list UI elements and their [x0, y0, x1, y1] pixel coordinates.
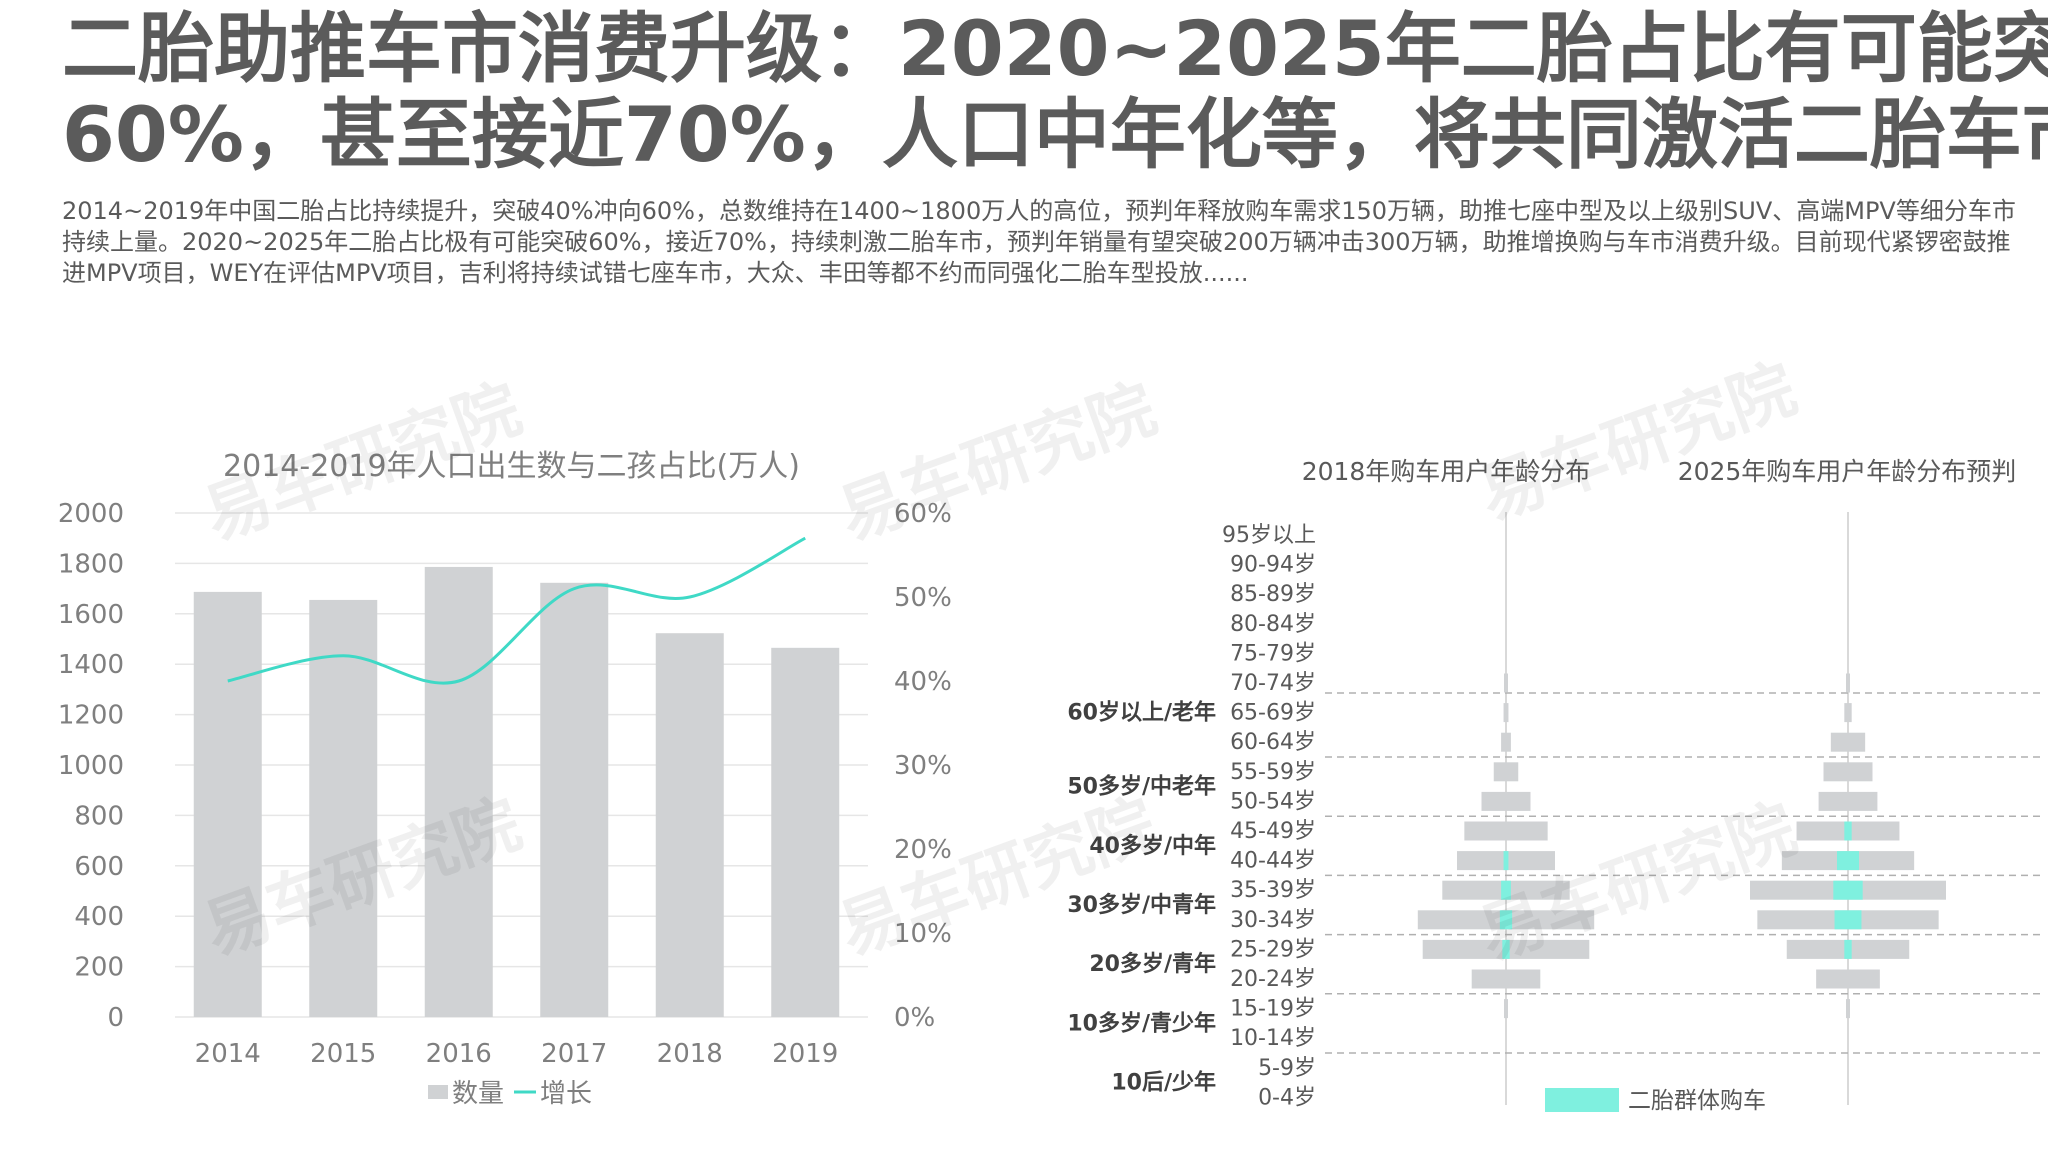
panel-title-2018: 2018年购车用户年龄分布	[1302, 457, 1591, 486]
x-tick-label: 2014	[195, 1039, 261, 1069]
age-bar-2018-60-64岁	[1501, 732, 1511, 752]
y-right-tick-label: 40%	[894, 667, 952, 697]
page-title-line1: 二胎助推车市消费升级：2020~2025年二胎占比有可能突破	[62, 4, 2048, 93]
age-label: 20-24岁	[1230, 967, 1316, 992]
age-group-label: 40多岁/中年	[1089, 833, 1216, 859]
second-child-bar-2018-35-39岁	[1501, 880, 1511, 900]
age-bar-2018-65-69岁	[1503, 703, 1509, 723]
y-left-tick-label: 1400	[58, 650, 124, 680]
bar-2014	[193, 591, 262, 1017]
age-label: 10-14岁	[1230, 1026, 1316, 1051]
y-right-tick-label: 30%	[894, 751, 952, 781]
page-subtitle: 2014~2019年中国二胎占比持续提升，突破40%冲向60%，总数维持在140…	[62, 197, 2016, 287]
age-bar-2025-50-54岁	[1818, 791, 1878, 811]
second-child-bar-2025-45-49岁	[1844, 821, 1852, 841]
second-child-bar-2018-25-29岁	[1502, 939, 1510, 959]
second-child-bar-2018-40-44岁	[1503, 851, 1509, 871]
age-bar-2025-55-59岁	[1823, 762, 1873, 782]
age-label: 70-74岁	[1230, 671, 1316, 696]
age-label: 80-84岁	[1230, 612, 1316, 637]
legend-label-数量: 数量	[452, 1079, 504, 1109]
age-label: 75-79岁	[1230, 641, 1316, 666]
y-left-tick-label: 600	[74, 852, 124, 882]
age-label: 60-64岁	[1230, 730, 1316, 755]
y-left-tick-label: 200	[74, 953, 124, 983]
x-tick-label: 2019	[772, 1039, 838, 1069]
age-label: 85-89岁	[1230, 582, 1316, 607]
watermark-text: 易车研究院	[829, 785, 1165, 970]
x-tick-label: 2018	[657, 1039, 723, 1069]
age-bar-2018-50-54岁	[1481, 791, 1531, 811]
y-left-tick-label: 1200	[58, 701, 124, 731]
y-left-tick-label: 1800	[58, 549, 124, 579]
bar-2017	[540, 582, 609, 1017]
bar-2015	[309, 599, 378, 1017]
x-tick-label: 2017	[541, 1039, 607, 1069]
bar-2019	[771, 647, 840, 1017]
age-bar-2025-70-74岁	[1846, 673, 1850, 693]
age-bar-2025-65-69岁	[1844, 703, 1852, 723]
age-bar-2018-55-59岁	[1493, 762, 1519, 782]
y-left-tick-label: 800	[74, 801, 124, 831]
y-right-tick-label: 50%	[894, 583, 952, 613]
age-label: 25-29岁	[1230, 937, 1316, 962]
y-left-tick-label: 1600	[58, 600, 124, 630]
age-group-label: 30多岁/中青年	[1067, 892, 1216, 918]
y-left-tick-label: 400	[74, 902, 124, 932]
bar-2018	[655, 633, 724, 1017]
page-title-line2: 60%，甚至接近70%，人口中年化等，将共同激活二胎车市	[62, 90, 2048, 179]
legend-swatch-二胎群体购车	[1545, 1088, 1619, 1112]
x-tick-label: 2016	[426, 1039, 492, 1069]
panel-title-2025: 2025年购车用户年龄分布预判	[1678, 457, 2017, 486]
age-bar-2018-20-24岁	[1471, 969, 1541, 989]
y-right-tick-label: 10%	[894, 919, 952, 949]
age-label: 65-69岁	[1230, 701, 1316, 726]
y-left-tick-label: 2000	[58, 499, 124, 529]
age-group-label: 20多岁/青年	[1089, 951, 1216, 977]
y-left-tick-label: 1000	[58, 751, 124, 781]
legend-swatch-数量	[428, 1085, 448, 1099]
second-child-bar-2025-30-34岁	[1834, 910, 1862, 930]
age-label: 0-4岁	[1258, 1085, 1316, 1110]
age-bar-2018-45-49岁	[1464, 821, 1548, 841]
age-label: 40-44岁	[1230, 849, 1316, 874]
age-group-label: 10后/少年	[1111, 1070, 1216, 1096]
y-right-tick-label: 60%	[894, 499, 952, 529]
age-label: 30-34岁	[1230, 908, 1316, 933]
age-label: 95岁以上	[1222, 523, 1316, 548]
x-tick-label: 2015	[310, 1039, 376, 1069]
age-bar-2018-70-74岁	[1504, 673, 1508, 693]
age-bar-2025-20-24岁	[1816, 969, 1880, 989]
y-right-tick-label: 0%	[894, 1003, 935, 1033]
age-label: 90-94岁	[1230, 553, 1316, 578]
chart1-title: 2014-2019年人口出生数与二孩占比(万人)	[223, 449, 800, 484]
age-bar-2025-15-19岁	[1846, 999, 1850, 1019]
second-child-bar-2018-30-34岁	[1499, 910, 1513, 930]
age-label: 45-49岁	[1230, 819, 1316, 844]
age-group-label: 60岁以上/老年	[1067, 700, 1216, 726]
y-right-tick-label: 20%	[894, 835, 952, 865]
page-title: 二胎助推车市消费升级：2020~2025年二胎占比有可能突破 60%，甚至接近7…	[62, 4, 2048, 179]
age-label: 35-39岁	[1230, 878, 1316, 903]
second-child-bar-2025-25-29岁	[1844, 939, 1852, 959]
series-line-增长	[227, 536, 806, 685]
watermark-text: 易车研究院	[829, 370, 1165, 555]
age-group-label: 10多岁/青少年	[1067, 1010, 1216, 1036]
age-label: 5-9岁	[1258, 1056, 1316, 1081]
bar-2016	[424, 566, 493, 1017]
age-label: 55-59岁	[1230, 760, 1316, 785]
second-child-bar-2025-40-44岁	[1836, 851, 1860, 871]
watermark-text: 易车研究院	[1469, 350, 1805, 535]
age-bar-2025-60-64岁	[1830, 732, 1866, 752]
age-bar-2018-15-19岁	[1504, 999, 1508, 1019]
second-child-bar-2025-35-39岁	[1833, 880, 1863, 900]
age-group-label: 50多岁/中老年	[1067, 774, 1216, 800]
age-label: 15-19岁	[1230, 997, 1316, 1022]
legend-label-增长: 增长	[540, 1079, 592, 1109]
y-left-tick-label: 0	[107, 1003, 124, 1033]
age-label: 50-54岁	[1230, 789, 1316, 814]
legend-label-二胎群体购车: 二胎群体购车	[1628, 1088, 1766, 1114]
